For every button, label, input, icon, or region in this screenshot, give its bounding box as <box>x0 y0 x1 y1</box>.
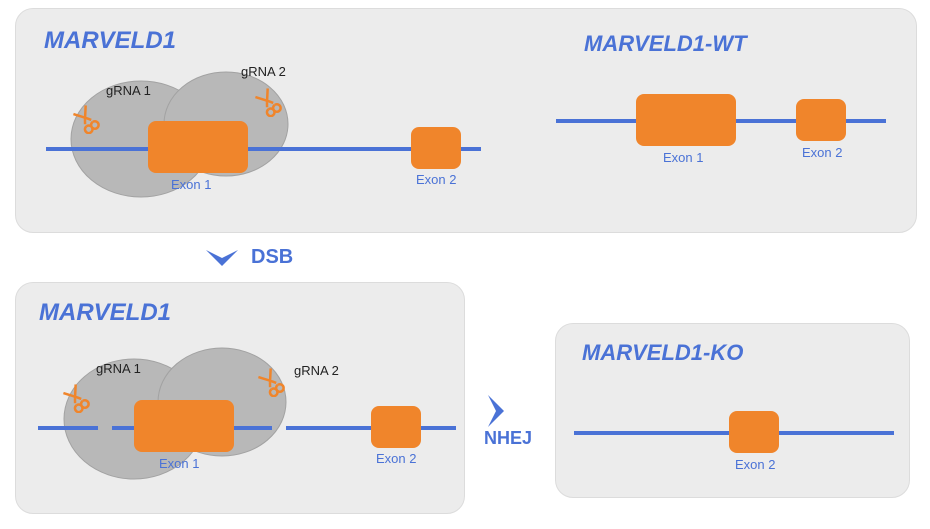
scissors-icon-1-bottom <box>61 383 91 413</box>
bottom-right-panel: MARVELD1-KO Exon 2 <box>555 323 910 498</box>
exon1-top-left <box>148 121 248 173</box>
dsb-label: DSB <box>251 246 293 269</box>
exon2-wt <box>796 99 846 141</box>
title-marveld1-bottom: MARVELD1 <box>39 299 171 327</box>
grna1-label-bottom: gRNA 1 <box>96 361 141 376</box>
title-wt: MARVELD1-WT <box>584 31 747 57</box>
exon2-bl <box>371 406 421 448</box>
bottom-left-panel: MARVELD1 Exon 1 Exon 2 gRNA 1 gRNA 2 <box>15 282 465 514</box>
grna2-label-bottom: gRNA 2 <box>294 363 339 378</box>
scissors-icon-1-top <box>71 104 101 134</box>
scissors-icon-2-bottom <box>256 367 286 397</box>
title-ko: MARVELD1-KO <box>582 340 743 366</box>
grna1-label-top: gRNA 1 <box>106 83 151 98</box>
exon2-label-ko: Exon 2 <box>735 457 775 472</box>
exon2-label-bl: Exon 2 <box>376 451 416 466</box>
exon1-bl <box>134 400 234 452</box>
exon2-top-left <box>411 127 461 169</box>
grna2-label-top: gRNA 2 <box>241 64 286 79</box>
exon1-label-bl: Exon 1 <box>159 456 199 471</box>
exon1-label-top-left: Exon 1 <box>171 177 211 192</box>
title-marveld1-top: MARVELD1 <box>44 27 176 55</box>
exon2-label-top-left: Exon 2 <box>416 172 456 187</box>
nhej-label: NHEJ <box>484 428 532 449</box>
exon1-label-wt: Exon 1 <box>663 150 703 165</box>
dsb-arrow-icon <box>204 248 240 270</box>
dna-seg-bl-1 <box>38 426 98 430</box>
exon2-ko <box>729 411 779 453</box>
top-panel: MARVELD1 Exon 1 Exon 2 gRNA 1 gRNA 2 MAR… <box>15 8 917 233</box>
exon2-label-wt: Exon 2 <box>802 145 842 160</box>
exon1-wt <box>636 94 736 146</box>
nhej-arrow-icon <box>486 393 508 429</box>
scissors-icon-2-top <box>253 87 283 117</box>
